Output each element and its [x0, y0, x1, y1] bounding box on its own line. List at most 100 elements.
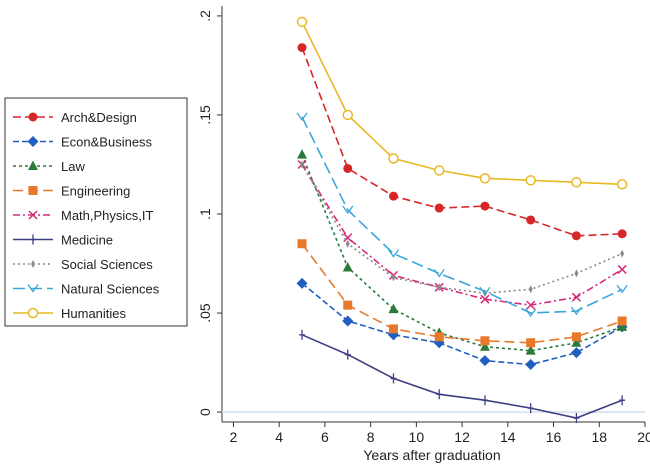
- axes: 0 .05 .1 .15 .2 2 4 6 8 10 12 14 16 18 20: [197, 6, 650, 445]
- data-point: [297, 149, 308, 159]
- data-point: [342, 261, 353, 272]
- legend-label: Math,Physics,IT: [61, 208, 154, 223]
- legend-marker: [27, 307, 39, 319]
- legend: Arch&Design Econ&Business Law Engineering Ma…: [4, 97, 188, 327]
- series-humanities: [296, 16, 628, 190]
- series-layer: [296, 16, 628, 424]
- data-point: [617, 321, 628, 331]
- data-point: [480, 336, 490, 346]
- y-tick-label: .05: [197, 303, 213, 323]
- legend-label: Engineering: [61, 184, 130, 199]
- data-point: [617, 264, 627, 274]
- data-point: [574, 269, 579, 278]
- data-point: [296, 16, 308, 28]
- data-point: [434, 203, 444, 213]
- legend-label: Arch&Design: [61, 110, 137, 125]
- series-line: [301, 154, 623, 352]
- data-point: [388, 303, 399, 314]
- y-tick-label: .1: [197, 208, 213, 220]
- data-point: [299, 329, 306, 340]
- data-point: [528, 285, 533, 294]
- series-line: [301, 164, 623, 295]
- data-point: [437, 283, 442, 292]
- x-tick-label: 10: [409, 429, 425, 445]
- data-point: [479, 341, 490, 351]
- series-line: [301, 282, 623, 366]
- legend-label: Humanities: [61, 306, 127, 321]
- data-point: [343, 163, 353, 173]
- data-point: [391, 273, 396, 282]
- x-tick-label: 4: [275, 429, 283, 445]
- x-tick-label: 20: [637, 429, 650, 445]
- data-point: [570, 306, 582, 316]
- data-point: [479, 355, 491, 367]
- data-point: [479, 173, 491, 184]
- x-axis-label: Years after graduation: [363, 447, 500, 463]
- series-natural-sciences: [296, 112, 628, 318]
- data-point: [525, 359, 537, 371]
- data-point: [297, 43, 307, 53]
- data-point: [617, 316, 627, 326]
- data-point: [297, 239, 307, 249]
- x-tick-label: 14: [500, 429, 516, 445]
- y-tick-label: .15: [197, 105, 213, 125]
- x-tick-label: 12: [454, 429, 470, 445]
- data-point: [619, 395, 626, 406]
- data-point: [571, 332, 581, 342]
- data-point: [526, 338, 536, 348]
- data-point: [479, 286, 491, 296]
- series-engineering: [297, 239, 627, 348]
- series-line: [301, 47, 623, 237]
- x-tick-label: 16: [546, 429, 562, 445]
- data-point: [434, 332, 444, 342]
- legend-item-medicine: Medicine: [13, 233, 113, 248]
- data-point: [296, 112, 308, 122]
- legend-marker: [31, 260, 35, 268]
- data-point: [525, 308, 537, 318]
- data-point: [525, 345, 536, 355]
- legend-item-math-physics-it: Math,Physics,IT: [13, 208, 154, 223]
- data-point: [342, 109, 354, 121]
- data-point: [571, 177, 582, 188]
- legend-marker: [28, 160, 38, 170]
- data-point: [433, 269, 445, 278]
- data-point: [388, 324, 398, 334]
- series-line: [301, 164, 623, 306]
- data-point: [390, 373, 397, 384]
- x-tick-label: 18: [591, 429, 607, 445]
- legend-marker: [27, 284, 39, 293]
- series-line: [301, 243, 623, 344]
- data-point: [617, 229, 627, 239]
- data-point: [342, 315, 354, 327]
- data-point: [388, 153, 399, 164]
- data-point: [525, 175, 536, 186]
- data-point: [481, 395, 488, 406]
- legend-item-law: Law: [13, 159, 85, 174]
- data-point: [343, 233, 353, 243]
- data-point: [526, 300, 536, 310]
- data-point: [480, 294, 490, 304]
- data-point: [527, 403, 534, 414]
- legend-item-social-sciences: Social Sciences: [13, 257, 153, 272]
- legend-label: Econ&Business: [61, 135, 153, 150]
- data-point: [571, 337, 582, 347]
- series-law: [297, 149, 628, 355]
- data-point: [296, 277, 308, 289]
- legend-item-engineering: Engineering: [13, 184, 130, 199]
- data-point: [433, 165, 445, 176]
- legend-label: Law: [61, 159, 85, 174]
- legend-marker: [28, 112, 38, 122]
- legend-item-natural-sciences: Natural Sciences: [13, 282, 160, 297]
- legend-label: Natural Sciences: [61, 282, 160, 297]
- legend-label: Medicine: [61, 233, 113, 248]
- legend-item-econ-business: Econ&Business: [13, 135, 153, 150]
- series-line: [301, 21, 623, 186]
- x-tick-label: 8: [367, 429, 375, 445]
- legend-marker: [28, 186, 38, 195]
- series-medicine: [299, 329, 626, 424]
- data-point: [436, 389, 443, 400]
- data-point: [345, 239, 350, 248]
- data-point: [388, 191, 398, 201]
- data-point: [570, 347, 582, 359]
